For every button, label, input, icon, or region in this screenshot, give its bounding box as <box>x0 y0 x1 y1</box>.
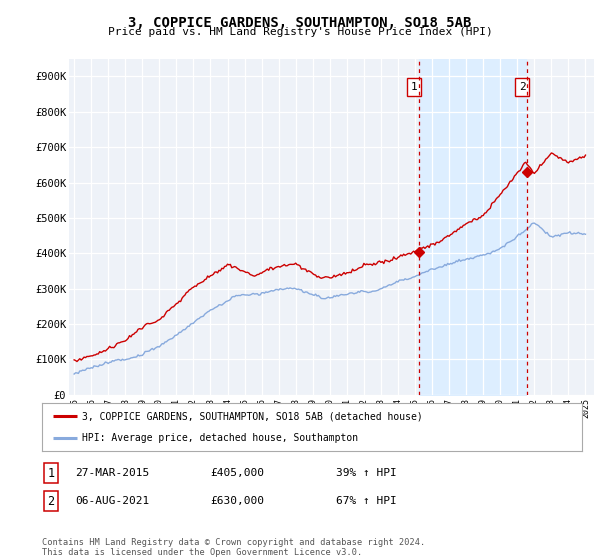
Text: HPI: Average price, detached house, Southampton: HPI: Average price, detached house, Sout… <box>83 433 359 443</box>
Text: 1: 1 <box>410 82 417 92</box>
Text: 27-MAR-2015: 27-MAR-2015 <box>75 468 149 478</box>
Text: 2: 2 <box>518 82 526 92</box>
Text: £630,000: £630,000 <box>210 496 264 506</box>
Text: £405,000: £405,000 <box>210 468 264 478</box>
Text: 3, COPPICE GARDENS, SOUTHAMPTON, SO18 5AB: 3, COPPICE GARDENS, SOUTHAMPTON, SO18 5A… <box>128 16 472 30</box>
Text: Price paid vs. HM Land Registry's House Price Index (HPI): Price paid vs. HM Land Registry's House … <box>107 27 493 37</box>
Text: 1: 1 <box>47 466 55 480</box>
Text: 06-AUG-2021: 06-AUG-2021 <box>75 496 149 506</box>
Text: 39% ↑ HPI: 39% ↑ HPI <box>336 468 397 478</box>
Text: 2: 2 <box>47 494 55 508</box>
Text: 67% ↑ HPI: 67% ↑ HPI <box>336 496 397 506</box>
Text: Contains HM Land Registry data © Crown copyright and database right 2024.
This d: Contains HM Land Registry data © Crown c… <box>42 538 425 557</box>
Text: 3, COPPICE GARDENS, SOUTHAMPTON, SO18 5AB (detached house): 3, COPPICE GARDENS, SOUTHAMPTON, SO18 5A… <box>83 411 423 421</box>
